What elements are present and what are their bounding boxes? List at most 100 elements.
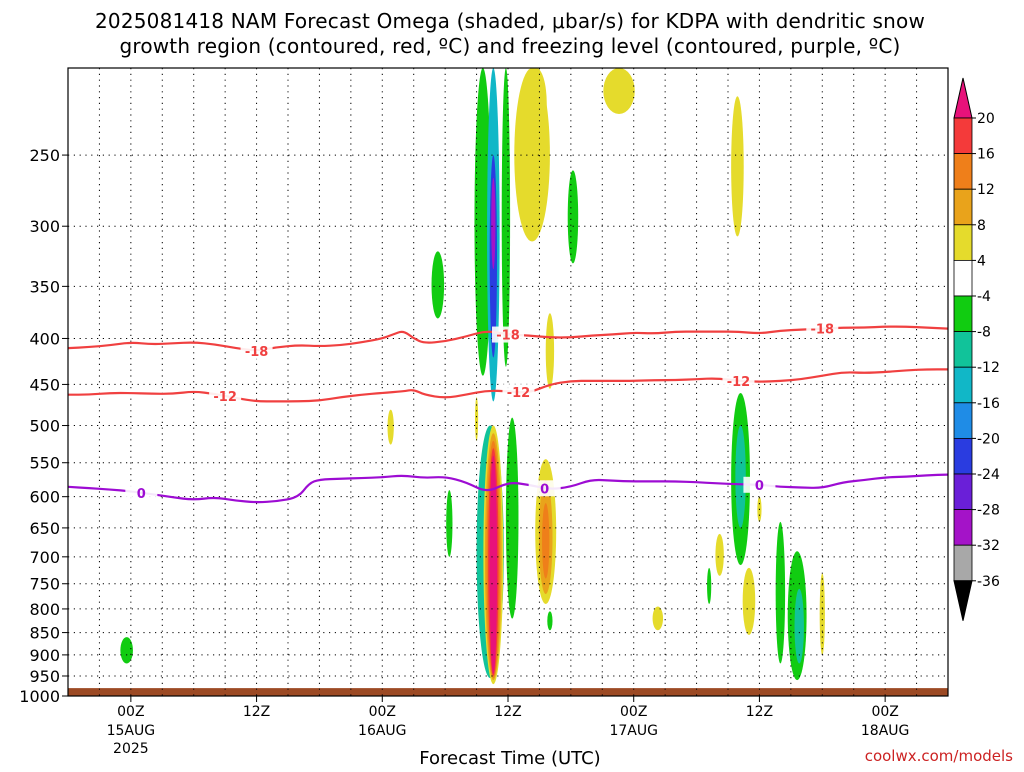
omega-cell: [489, 455, 498, 674]
omega-cell: [545, 313, 555, 389]
chart-title-line-1: 2025081418 NAM Forecast Omega (shaded, μ…: [95, 9, 925, 33]
colorbar-band: [953, 188, 973, 226]
colorbar-label: 12: [977, 182, 995, 198]
x-axis: 00Z 15AUG 2025 12Z 00Z 16AUG 12Z 00Z 17AUG 12Z 00Z…: [107, 696, 910, 757]
y-tick-label: 800: [29, 600, 60, 619]
omega-cell: [387, 409, 394, 445]
colorbar-label: -4: [977, 289, 991, 305]
omega-cell: [742, 567, 756, 635]
omega-cell: [567, 170, 579, 264]
omega-cell: [715, 533, 724, 576]
omega-cell: [603, 68, 635, 114]
colorbar-band: [953, 366, 973, 404]
omega-shading-layer: [120, 68, 825, 685]
omega-cell: [794, 588, 804, 664]
omega-cell: [735, 425, 746, 528]
contour-label: -12: [213, 390, 237, 405]
colorbar-label: -32: [977, 538, 1000, 554]
y-tick-label: 400: [29, 329, 60, 348]
omega-cell: [475, 397, 479, 441]
omega-cell: [446, 490, 453, 557]
credit-text: coolwx.com/models: [865, 747, 1013, 765]
y-tick-label: 950: [29, 667, 60, 686]
contour-label: -18: [811, 323, 835, 338]
x-tick-label-time: 12Z: [243, 704, 270, 720]
omega-cell: [491, 177, 496, 270]
colorbar-band: [953, 295, 973, 332]
y-tick-label: 350: [29, 277, 60, 296]
x-tick-label-time: 00Z: [117, 704, 144, 720]
x-tick-label-time: 00Z: [871, 704, 898, 720]
colorbar-label: -20: [977, 431, 1000, 447]
contour-label-backdrop: [240, 342, 273, 359]
y-tick-label: 450: [29, 375, 60, 394]
colorbar-band: [953, 259, 973, 297]
omega-cell: [547, 611, 553, 631]
x-tick-label-time: 00Z: [369, 704, 396, 720]
x-axis-title: Forecast Time (UTC): [419, 748, 600, 768]
x-tick-label-time: 12Z: [494, 704, 521, 720]
omega-cell: [731, 96, 744, 237]
colorbar-label: -12: [977, 360, 1000, 376]
contour-label: 0: [137, 487, 146, 502]
grid-layer: [68, 68, 948, 697]
colorbar-top-arrow: [953, 77, 973, 119]
colorbar-label: -8: [977, 325, 991, 341]
x-tick-label-date: 17AUG: [609, 723, 658, 739]
contour-label-backdrop: [743, 476, 776, 493]
contour-label: -12: [507, 386, 531, 401]
omega-cell: [505, 417, 519, 619]
contour-line: [68, 473, 948, 504]
colorbar-label: 8: [977, 218, 986, 234]
y-tick-label: 550: [29, 454, 60, 473]
omega-cell: [501, 68, 511, 367]
colorbar-label: 16: [977, 147, 995, 163]
contour-line: [68, 368, 948, 403]
contour-label-backdrop: [528, 480, 561, 497]
colorbar-band: [953, 544, 973, 582]
y-tick-label: 900: [29, 646, 60, 665]
x-tick-label-time: 00Z: [620, 704, 647, 720]
contour-label-backdrop: [502, 384, 535, 401]
colorbar-band: [953, 437, 973, 475]
omega-cell: [775, 521, 786, 664]
contour-label: 0: [755, 479, 764, 494]
omega-cell: [707, 567, 712, 605]
colorbar-band: [953, 117, 973, 154]
colorbar-bottom-arrow: [953, 580, 973, 621]
contour-label-backdrop: [125, 484, 158, 501]
contour-label: -18: [245, 345, 269, 360]
colorbar-band: [953, 509, 973, 546]
contour-label: 0: [540, 482, 549, 497]
omega-cell: [652, 606, 664, 631]
contour-label-backdrop: [806, 320, 839, 337]
ground-fill: [68, 688, 948, 696]
y-tick-label: 1000: [19, 687, 60, 706]
colorbar-band: [953, 153, 973, 190]
chart-title-line-2: growth region (contoured, red, ºC) and f…: [119, 34, 900, 58]
y-tick-label: 500: [29, 417, 60, 436]
x-tick-label-time: 12Z: [746, 704, 773, 720]
colorbar-band: [953, 224, 973, 261]
colorbar-band: [953, 331, 973, 368]
contour-label-backdrop: [209, 387, 242, 404]
x-tick-label-date: 18AUG: [861, 723, 910, 739]
y-axis: 250 300 350 400 450 500 550 600 650 700 750 800 850 9…: [19, 146, 68, 706]
y-tick-label: 250: [29, 146, 60, 165]
chart-title-group: 2025081418 NAM Forecast Omega (shaded, μ…: [95, 9, 925, 58]
omega-cell: [120, 637, 133, 664]
x-tick-label-date: 16AUG: [358, 723, 407, 739]
colorbar-band: [953, 402, 973, 439]
contour-label-layer: -18 -18 -18 -12 -12 -12 0 0 0: [125, 320, 839, 502]
y-tick-label: 300: [29, 217, 60, 236]
contour-label: -18: [496, 329, 520, 344]
colorbar-label: -24: [977, 467, 1000, 483]
omega-cell: [525, 68, 547, 140]
omega-cell: [474, 68, 492, 376]
contour-label-backdrop: [722, 372, 755, 389]
colorbar-label: 20: [977, 111, 995, 127]
y-tick-label: 850: [29, 624, 60, 643]
colorbar: 20 16 12 8 4 -4 -8 -12 -16 -20 -24 -28 -32 -36: [953, 77, 1000, 621]
